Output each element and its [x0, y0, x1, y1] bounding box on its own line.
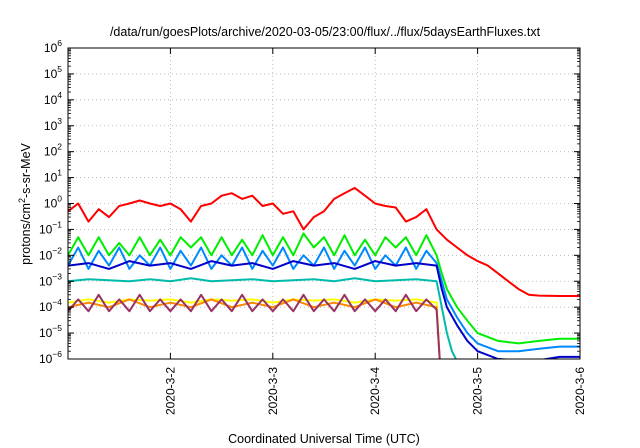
- y-tick-label: 10−2: [39, 245, 62, 262]
- series-line-3: [68, 260, 580, 359]
- y-tick-label: 106: [44, 38, 62, 55]
- y-tick-label: 10−6: [39, 349, 62, 366]
- grid: [68, 48, 580, 359]
- y-tick-label: 103: [44, 116, 62, 133]
- series-group: [68, 186, 580, 359]
- y-tick-label: 10−4: [39, 297, 62, 314]
- series-line-4: [68, 277, 457, 359]
- y-tick-label: 101: [44, 168, 62, 185]
- y-axis-label-sup: 2: [17, 198, 27, 203]
- series-line-0: [68, 186, 580, 297]
- y-tick-label: 10−5: [39, 323, 62, 340]
- y-axis-label: protons/cm2-s-sr-MeV: [17, 142, 33, 264]
- x-tick-label: 2020-3-2: [163, 367, 177, 415]
- y-axis-label-rest: -s-sr-MeV: [19, 142, 33, 198]
- x-tick-label: 2020-3-6: [573, 367, 587, 415]
- y-tick-label: 10−1: [39, 219, 62, 236]
- x-axis-label: Coordinated Universal Time (UTC): [228, 432, 420, 446]
- y-axis-label-main: protons/cm: [19, 203, 33, 265]
- series-line-7: [68, 293, 442, 359]
- series-line-2: [68, 246, 580, 353]
- x-tick-labels: 2020-3-2 2020-3-3 2020-3-4 2020-3-5 2020-3-6: [163, 367, 587, 415]
- chart-title: /data/run/goesPlots/archive/2020-03-05/2…: [110, 25, 541, 39]
- x-tick-label: 2020-3-3: [266, 367, 280, 415]
- y-tick-label: 10−3: [39, 271, 62, 288]
- y-tick-labels: 10−6 10−5 10−4 10−3 10−2 10−1 100 101 102 103 104 1…: [39, 38, 62, 366]
- y-tick-label: 100: [44, 194, 62, 211]
- y-tick-label: 105: [44, 64, 62, 81]
- y-tick-label: 104: [44, 90, 62, 107]
- x-tick-label: 2020-3-5: [471, 367, 485, 415]
- axis-ticks: [68, 47, 581, 360]
- x-tick-label: 2020-3-4: [368, 367, 382, 415]
- y-tick-label: 102: [44, 142, 62, 159]
- series-line-1: [68, 232, 580, 345]
